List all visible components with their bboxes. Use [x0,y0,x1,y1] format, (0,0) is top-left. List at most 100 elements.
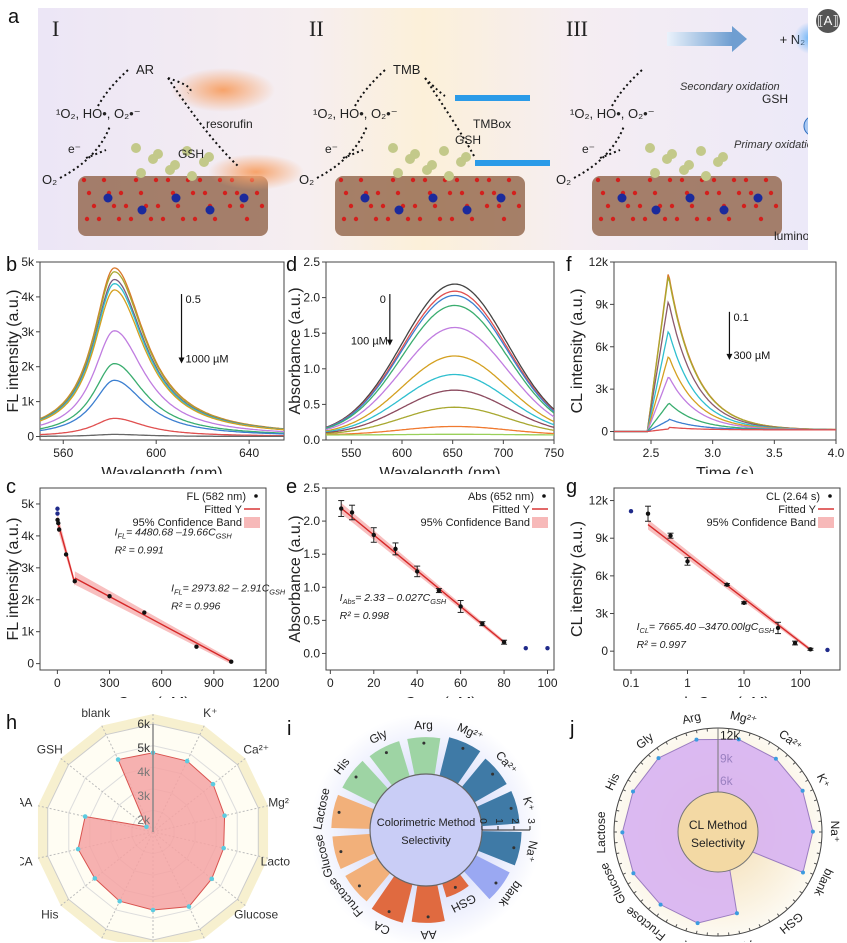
data-point [107,594,112,599]
metal-atom [171,193,181,203]
panel-label-g: g [566,476,578,498]
oxygen-atom [358,177,364,183]
x-tick-label: 640 [239,446,259,460]
polar-bar [342,760,389,805]
radar-point [631,789,636,794]
product-glow [171,68,275,112]
error-marker [357,884,361,888]
cluster-atom [701,171,711,181]
oxygen-atom [81,177,87,183]
ring-tick [816,852,820,855]
quenched-light-icon [803,117,808,135]
ring-tick [627,882,631,885]
r-squared: R² = 0.998 [340,610,389,622]
polar-bar [461,758,507,803]
ros-label: ¹O₂, HO•, O₂•⁻ [570,106,655,121]
metal-atom [103,193,113,203]
x-tick-label: 80 [497,676,511,690]
ring-tick [685,732,688,737]
ring-tick [656,747,660,751]
oxygen-label: O₂ [42,172,57,187]
cluster-atom [153,149,163,159]
radar-tick-label: 2k [137,813,151,827]
x-tick-label: 1200 [253,676,280,690]
oxygen-atom [694,216,700,222]
data-point [194,644,199,649]
legend-point-marker [254,494,258,498]
oxygen-atom [197,177,203,183]
ring-tick [776,913,780,917]
data-point [415,569,420,574]
x-tick-label: 10 [737,676,751,690]
electron-label: e⁻ [582,142,595,156]
series-line-s1 [614,274,836,433]
x-tick-label: 4.0 [828,446,845,460]
x-axis-label: Time (s) [696,465,754,474]
chart-fl-calibration: 0 300 600 900 1200 0 1k 2k 3k 4k 5k CGSH (µM) FL int… [5,487,285,698]
x-tick-label: 100 [537,676,557,690]
radial-tick-label: 3 [525,818,536,824]
excluded-point [523,645,528,651]
ros-label: ¹O₂, HO•, O₂•⁻ [313,106,398,121]
radar-point [800,870,805,875]
section-numeral: II [309,16,324,41]
oxygen-atom [652,190,658,196]
ring-tick [616,852,620,855]
radar-category-label: AA [735,937,754,942]
x-tick-label: 300 [100,676,120,690]
cluster-atom [427,160,437,170]
text-recognition-icon[interactable]: ⟦A⟧ [816,9,840,33]
ring-tick [785,754,788,758]
cluster-atom [667,149,677,159]
data-point [724,582,730,587]
polar-bar [411,884,445,923]
polar-bar [369,741,410,786]
r-squared: R² = 0.991 [115,544,164,556]
oxygen-atom [380,203,386,209]
y-tick-label: 0.0 [303,646,320,660]
legend-points-label: Abs (652 nm) [468,491,534,503]
oxygen-atom [422,177,428,183]
ring-tick [816,809,820,812]
radar-point [631,871,636,876]
radar-point [620,830,625,835]
ring-tick [640,762,644,765]
y-tick-label: 2k [21,593,35,607]
y-tick-label: 0 [601,644,608,658]
ring-tick [695,730,698,734]
oxygen-atom [410,177,416,183]
radar-point [221,845,226,851]
reaction-arrow [316,69,386,179]
oxygen-atom [385,216,391,222]
radar-point [736,737,741,742]
fit-line [647,523,811,651]
oxygen-atom [259,203,265,209]
oxygen-atom [234,190,240,196]
y-tick-label: 0 [27,657,34,671]
ring-tick [685,927,688,932]
ring-tick [738,930,741,934]
metal-atom [719,205,729,215]
data-point [741,600,747,606]
series-line-s9 [614,426,836,433]
error-marker [337,810,341,814]
oxygen-atom [101,177,107,183]
oxygen-atom [674,216,680,222]
catalyst-substrate [78,176,268,236]
ring-tick [665,919,668,923]
radar-grid [68,745,238,919]
y-tick-label: 1.0 [303,580,320,594]
plot-frame [613,487,841,671]
y-tick-label: 4k [21,290,35,304]
oxygen-atom [773,203,779,209]
fit-line [340,507,505,643]
oxygen-label: O₂ [299,172,314,187]
ring-tick [792,762,796,765]
primary-oxidation-label: Primary oxidation [734,139,808,151]
y-tick-label: 12k [589,494,609,508]
radial-tick-label: 1 [493,818,504,824]
y-tick-label: 2.0 [303,291,320,305]
fit-equation: ICL= 7665.40 –3470.00lgCGSH [637,621,775,635]
oxygen-atom [390,177,396,183]
oxygen-atom [704,190,710,196]
